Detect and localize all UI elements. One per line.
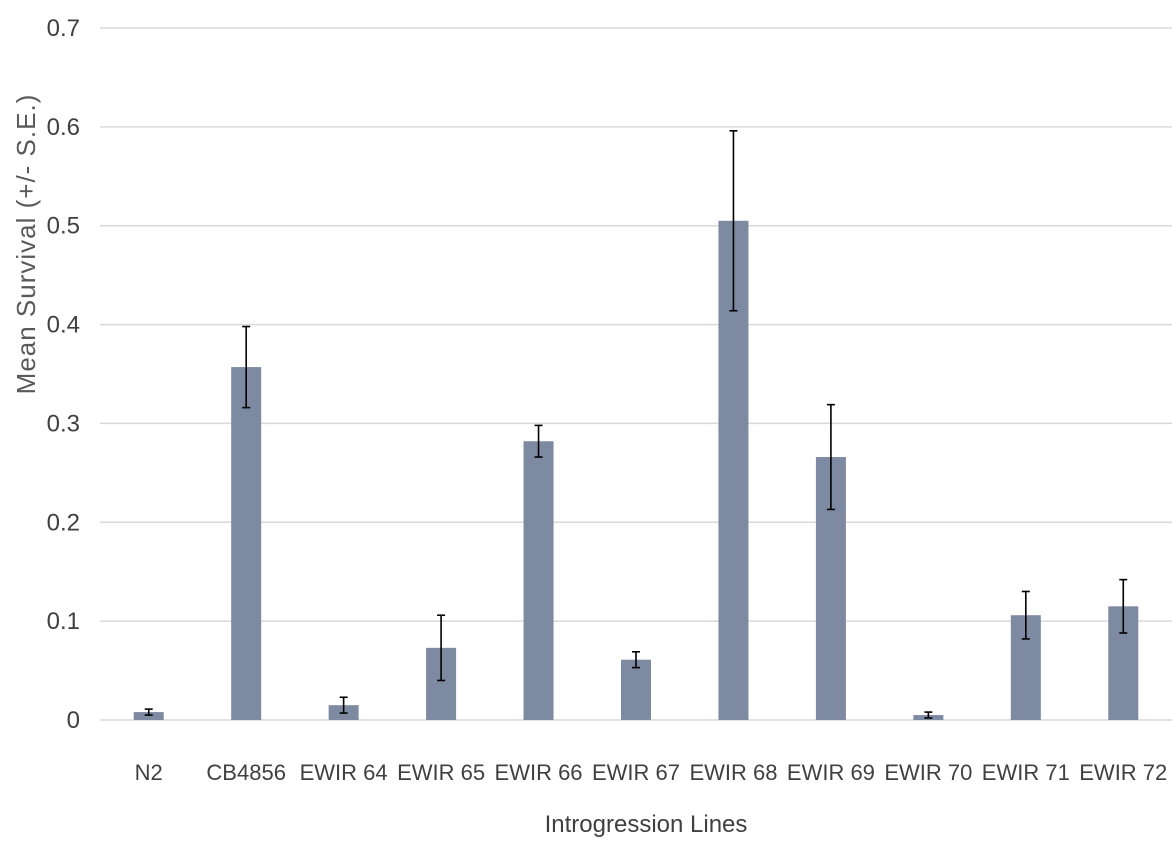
y-tick-label: 0 [67, 707, 80, 734]
bar-ewir-66 [523, 441, 554, 720]
y-tick-label: 0.7 [47, 15, 80, 42]
x-tick-label: EWIR 72 [1079, 760, 1167, 785]
y-tick-label: 0.2 [47, 509, 80, 536]
y-tick-label: 0.4 [47, 312, 80, 339]
error-bar [144, 708, 153, 716]
error-bar [534, 424, 543, 458]
x-tick-label: EWIR 65 [397, 760, 485, 785]
error-bar [1119, 578, 1128, 634]
x-axis-categories: N2 CB4856 EWIR 64 EWIR 65 EWIR 66 EWIR 67 EWIR… [135, 760, 1168, 785]
x-tick-label: EWIR 68 [689, 760, 777, 785]
y-tick-label: 0.3 [47, 410, 80, 437]
y-axis-ticks: 0 0.1 0.2 0.3 0.4 0.5 0.6 0.7 [47, 15, 80, 734]
error-bar [1021, 590, 1030, 640]
x-tick-label: EWIR 66 [495, 760, 583, 785]
x-tick-label: EWIR 70 [884, 760, 972, 785]
bar-n2 [133, 712, 164, 720]
gridlines [100, 27, 1172, 721]
bars [133, 220, 1139, 720]
error-bar [242, 325, 251, 409]
bar-cb4856 [231, 367, 262, 720]
bar-ewir-67 [621, 659, 651, 720]
error-bar [826, 403, 835, 511]
x-tick-label: EWIR 67 [592, 760, 680, 785]
error-bar [924, 711, 933, 719]
x-axis-title: Introgression Lines [545, 811, 748, 838]
y-tick-label: 0.1 [47, 608, 80, 635]
error-bar [437, 614, 446, 682]
y-tick-label: 0.5 [47, 213, 80, 240]
error-bar [339, 696, 348, 714]
x-tick-label: EWIR 69 [787, 760, 875, 785]
error-bar [632, 650, 640, 669]
y-tick-label: 0.6 [47, 114, 80, 141]
x-tick-label: CB4856 [206, 760, 286, 785]
x-tick-label: EWIR 64 [300, 760, 388, 785]
x-tick-label: EWIR 71 [982, 760, 1070, 785]
error-bar [729, 130, 738, 312]
error-bars [144, 130, 1128, 719]
y-axis-title: Mean Survival (+/- S.E.) [11, 94, 41, 395]
x-tick-label: N2 [135, 760, 163, 785]
